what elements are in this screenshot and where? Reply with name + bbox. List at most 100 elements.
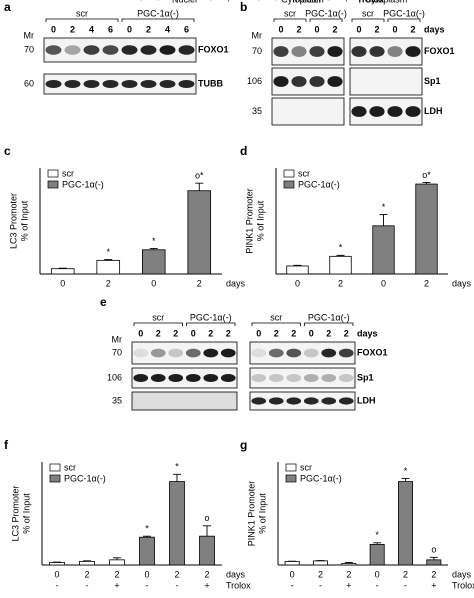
lane-label: 0 [392, 24, 397, 34]
error-bar [373, 542, 382, 545]
group-label: scr [284, 8, 296, 18]
lane-label: 0 [278, 24, 283, 34]
blot-band [369, 106, 385, 117]
error-bar [401, 478, 410, 482]
annotation: * [145, 524, 149, 534]
error-bar [149, 248, 158, 250]
x-tick-label: 2 [318, 569, 323, 579]
legend-label: PGC-1α(-) [298, 179, 340, 189]
lane-label: 2 [332, 24, 337, 34]
legend-swatch [47, 169, 59, 178]
blot-band [178, 80, 195, 88]
marker-label: 70 [112, 347, 122, 357]
legend-swatch [283, 180, 295, 189]
blot-band [185, 374, 201, 382]
bar [372, 225, 395, 275]
lane-label: 2 [208, 328, 213, 338]
blot-strip [131, 367, 238, 389]
trolox-sign: - [327, 0, 330, 4]
legend-label: scr [64, 462, 76, 472]
blot-band [309, 46, 325, 57]
trolox-label: Trolox [226, 580, 251, 590]
blot-band [303, 348, 319, 358]
blot-band [309, 76, 325, 87]
annotation: * [175, 462, 179, 472]
x-tick-label: 0 [290, 569, 295, 579]
y-axis-label: PINK1 Promoter [246, 481, 256, 547]
group-label: PGC-1α(-) [190, 312, 232, 322]
blot-band [185, 348, 201, 358]
error-bar [379, 214, 388, 226]
error-bar [113, 557, 121, 560]
group-label: scr [152, 312, 164, 322]
error-bar [83, 560, 91, 562]
blot-band [220, 374, 236, 382]
trolox-sign: - [209, 0, 212, 4]
blot-band [321, 397, 337, 405]
blot-strip [131, 341, 238, 365]
legend-swatch [49, 474, 61, 483]
trolox-sign: - [157, 0, 160, 4]
group-bracket [45, 18, 119, 22]
x-tick-label: 0 [144, 569, 149, 579]
mr-label: Mr [252, 30, 263, 40]
group-label: PGC-1α(-) [383, 8, 425, 18]
blot-band [102, 80, 119, 88]
lane-label: 2 [274, 328, 279, 338]
lane-label: 0 [309, 328, 314, 338]
marker-label: 35 [252, 106, 262, 116]
marker-label: 106 [247, 76, 262, 86]
bar [415, 183, 438, 275]
bar [341, 563, 357, 566]
trolox-sign: + [346, 580, 351, 590]
panel-letter: d [240, 144, 247, 158]
lane-label: 2 [70, 24, 75, 34]
trolox-sign: - [404, 580, 407, 590]
marker-label: 70 [24, 44, 34, 54]
lane-label: 6 [108, 24, 113, 34]
blot-band [251, 374, 267, 382]
bar [369, 544, 385, 566]
protein-label: Sp1 [357, 372, 374, 382]
lane-label: 0 [256, 328, 261, 338]
blot-band [45, 80, 62, 88]
x-unit-label: days [452, 569, 472, 579]
y-axis-label: PINK1 Promoter [244, 188, 254, 254]
blot-band [83, 80, 100, 88]
annotation: * [382, 202, 386, 212]
y-axis-label: LC3 Promoter [8, 193, 18, 249]
blot-band [405, 106, 421, 117]
days-label: days [357, 328, 378, 338]
protein-label: FOXO1 [357, 347, 388, 357]
mr-label: Mr [24, 30, 35, 40]
blot-band [64, 45, 81, 55]
bar [199, 535, 215, 566]
group-label: PGC-1α(-) [137, 8, 179, 18]
y-axis-label: % of Input [257, 493, 267, 534]
blot-band [291, 76, 307, 87]
blot-band [286, 374, 302, 382]
group-label: scr [270, 312, 282, 322]
group-label: PGC-1α(-) [305, 8, 347, 18]
blot-strip [271, 97, 345, 126]
error-bar [336, 254, 345, 257]
annotation: * [106, 247, 110, 257]
panel-letter: g [240, 438, 247, 452]
protein-label: LDH [424, 106, 443, 116]
lane-label: 0 [314, 24, 319, 34]
blot-band [168, 348, 184, 358]
annotation: o* [195, 171, 204, 181]
bar [284, 560, 300, 566]
trolox-sign: - [146, 580, 149, 590]
legend-swatch [285, 474, 297, 483]
lane-label: 0 [356, 24, 361, 34]
blot-band [286, 397, 302, 405]
blot-strip [249, 391, 356, 411]
blot-strip [131, 391, 238, 411]
bar [398, 481, 413, 566]
blot-band [133, 348, 149, 358]
x-tick-label: 0 [295, 278, 300, 288]
trolox-sign: - [86, 580, 89, 590]
y-axis-label: % of Input [21, 493, 31, 534]
blot-band [351, 106, 367, 117]
